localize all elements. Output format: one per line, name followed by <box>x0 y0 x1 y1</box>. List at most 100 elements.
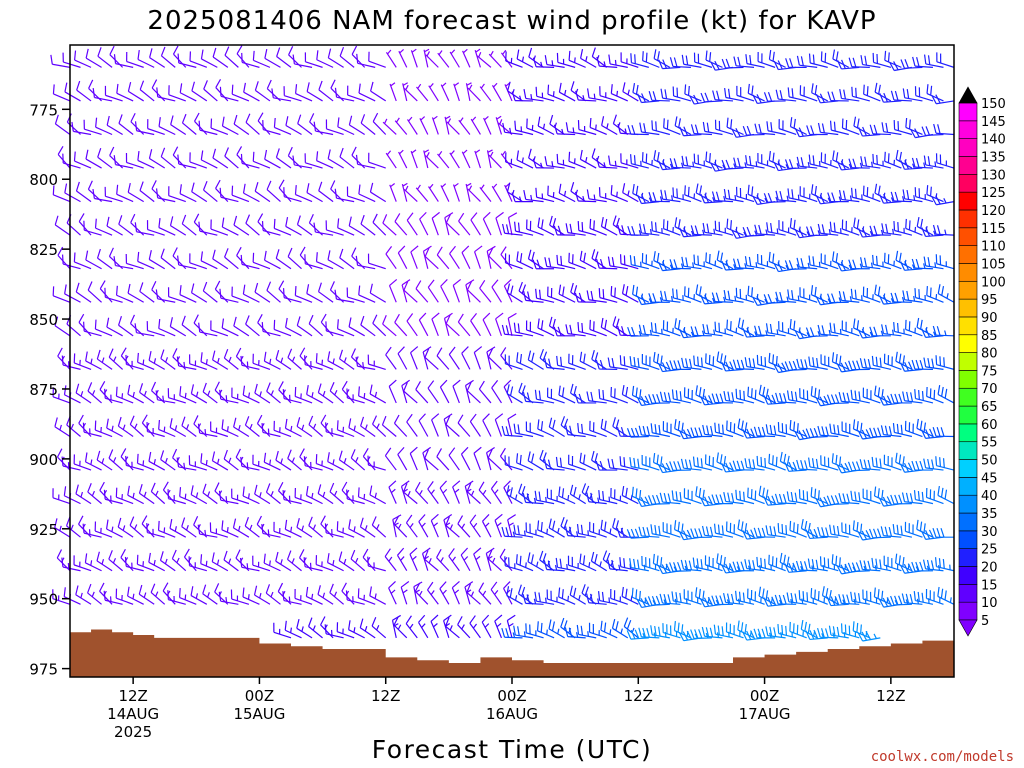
wind-barb-flag <box>600 317 604 328</box>
wind-barb-halfflag <box>638 229 642 236</box>
wind-barb-shaft <box>191 191 208 203</box>
wind-barb-flag <box>784 260 790 270</box>
wind-barb-flag <box>57 347 63 357</box>
wind-barb-flag <box>252 151 255 162</box>
wind-barb-shaft <box>339 358 355 370</box>
wind-barb <box>137 150 155 169</box>
wind-barb-shaft <box>580 158 597 169</box>
wind-barb-shaft <box>126 363 144 370</box>
wind-barb-shaft <box>245 323 260 337</box>
wind-barb-flag <box>752 94 758 104</box>
wind-barb <box>452 480 461 504</box>
wind-barb-flag <box>694 326 699 336</box>
wind-barb-flag <box>777 523 780 533</box>
wind-barb-flag <box>685 358 689 368</box>
wind-barb-flag <box>680 559 685 570</box>
wind-barb <box>486 447 495 471</box>
wind-barb-shaft <box>490 589 502 605</box>
wind-barb <box>693 355 713 370</box>
wind-barb <box>483 116 492 135</box>
wind-barb-shaft <box>348 629 365 639</box>
wind-barb-shaft <box>591 358 608 370</box>
wind-barb-shaft <box>488 53 502 68</box>
wind-barb-flag <box>793 421 796 432</box>
wind-barb-flag <box>56 549 63 559</box>
wind-barb-flag <box>393 616 399 626</box>
wind-barb <box>169 519 187 538</box>
wind-barb-shaft <box>423 49 429 68</box>
wind-barb-flag <box>415 381 421 390</box>
wind-barb-shaft <box>736 368 755 370</box>
wind-barb-shaft <box>473 453 481 471</box>
wind-barb <box>327 351 344 370</box>
wind-barb-shaft <box>589 429 607 438</box>
wind-barb-halfflag <box>603 162 606 168</box>
wind-barb-flag <box>501 627 506 638</box>
wind-barb <box>506 283 523 303</box>
wind-barb <box>514 120 534 136</box>
wind-barb <box>218 490 239 505</box>
wind-barb-shaft <box>106 326 123 337</box>
wind-barb <box>62 153 81 169</box>
wind-barb-shaft <box>738 326 755 337</box>
wind-barb-shaft <box>94 530 113 538</box>
wind-barb-flag <box>282 288 285 298</box>
wind-barb-shaft <box>769 58 786 68</box>
wind-barb-flag <box>338 450 343 460</box>
wind-barb-flag <box>577 220 580 231</box>
wind-barb-flag <box>716 90 720 101</box>
wind-barb-shaft <box>211 561 229 572</box>
wind-barb-shaft <box>427 387 439 404</box>
wind-barb-flag <box>85 149 89 160</box>
wind-barb-flag <box>785 625 788 636</box>
wind-barb <box>638 324 660 337</box>
wind-barb-shaft <box>466 592 481 605</box>
wind-barb-flag <box>509 386 514 396</box>
wind-barb-halfflag <box>353 526 356 532</box>
wind-barb <box>385 49 397 68</box>
wind-barb-shaft <box>179 596 197 605</box>
wind-barb <box>690 326 712 337</box>
wind-barb-flag <box>106 317 110 328</box>
wind-barb-flag <box>458 212 465 222</box>
wind-barb-flag <box>766 222 769 232</box>
wind-barb-flag <box>303 557 306 567</box>
wind-barb-flag <box>537 419 540 429</box>
wind-barb <box>231 488 250 505</box>
wind-barb <box>753 527 776 538</box>
wind-barb <box>137 49 155 68</box>
wind-barb <box>394 213 408 236</box>
wind-barb <box>372 112 387 135</box>
wind-barb-flag <box>634 629 640 639</box>
wind-barb-shaft <box>452 486 460 504</box>
wind-barb <box>245 214 260 236</box>
wind-barb-shaft <box>305 263 323 270</box>
wind-barb-flag <box>505 628 510 638</box>
wind-barb-flag <box>800 56 804 66</box>
wind-barb-flag <box>169 418 173 428</box>
wind-barb-flag <box>557 225 562 236</box>
wind-barb <box>339 147 355 169</box>
wind-barb <box>532 259 555 270</box>
wind-barb <box>568 252 586 270</box>
wind-barb-flag <box>202 180 208 191</box>
wind-barb-shaft <box>199 533 218 538</box>
wind-barb-flag <box>611 257 615 267</box>
wind-barb <box>458 117 471 135</box>
wind-barb-shaft <box>415 288 429 303</box>
wind-barb-flag <box>561 488 565 498</box>
wind-barb-shaft <box>336 96 355 102</box>
wind-barb-halfflag <box>475 149 481 154</box>
wind-barb <box>419 116 429 135</box>
wind-barb-shaft <box>465 183 471 202</box>
wind-barb-flag <box>460 547 469 556</box>
wind-barb-flag <box>684 560 689 570</box>
wind-barb-flag <box>318 80 323 91</box>
wind-barb-shaft <box>193 221 208 236</box>
wind-barb-shaft <box>161 55 176 68</box>
wind-barb <box>711 292 734 303</box>
wind-barb <box>705 151 723 169</box>
wind-barb-shaft <box>653 159 671 169</box>
wind-barb-shaft <box>62 263 81 270</box>
wind-barb-shaft <box>241 566 260 572</box>
